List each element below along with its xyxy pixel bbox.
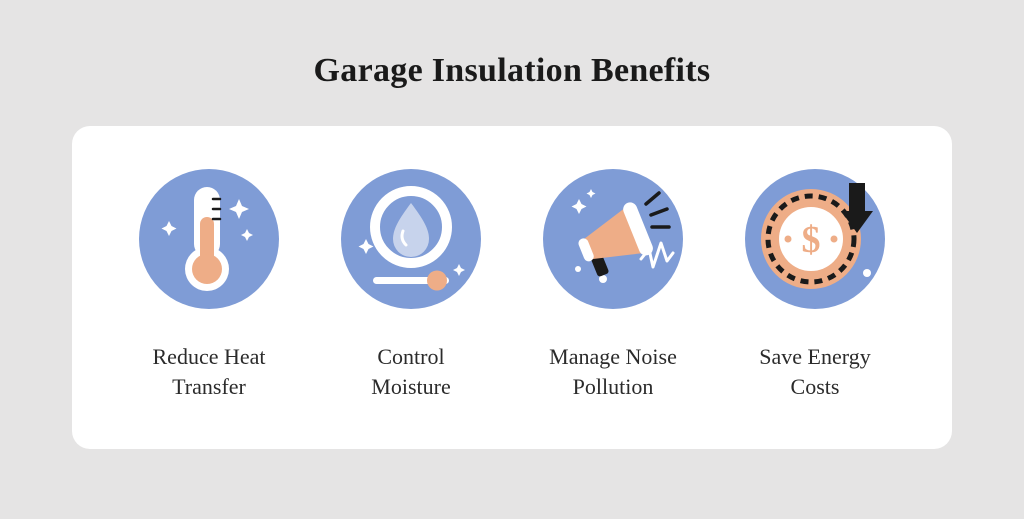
benefits-card: Reduce Heat Transfer Control Moistur [72,126,952,449]
benefit-control-moisture: Control Moisture [316,164,506,401]
benefit-save-energy: $ Save Energy Costs [720,164,910,401]
benefit-reduce-heat: Reduce Heat Transfer [114,164,304,401]
coin-arrow-icon: $ [740,164,890,314]
moisture-icon [336,164,486,314]
megaphone-icon [538,164,688,314]
page-title: Garage Insulation Benefits [314,52,711,90]
benefit-label: Save Energy Costs [759,342,870,401]
benefit-label: Control Moisture [371,342,450,401]
benefit-label: Reduce Heat Transfer [153,342,266,401]
benefit-label: Manage Noise Pollution [549,342,677,401]
thermometer-icon [134,164,284,314]
benefit-manage-noise: Manage Noise Pollution [518,164,708,401]
svg-text:$: $ [802,219,821,261]
